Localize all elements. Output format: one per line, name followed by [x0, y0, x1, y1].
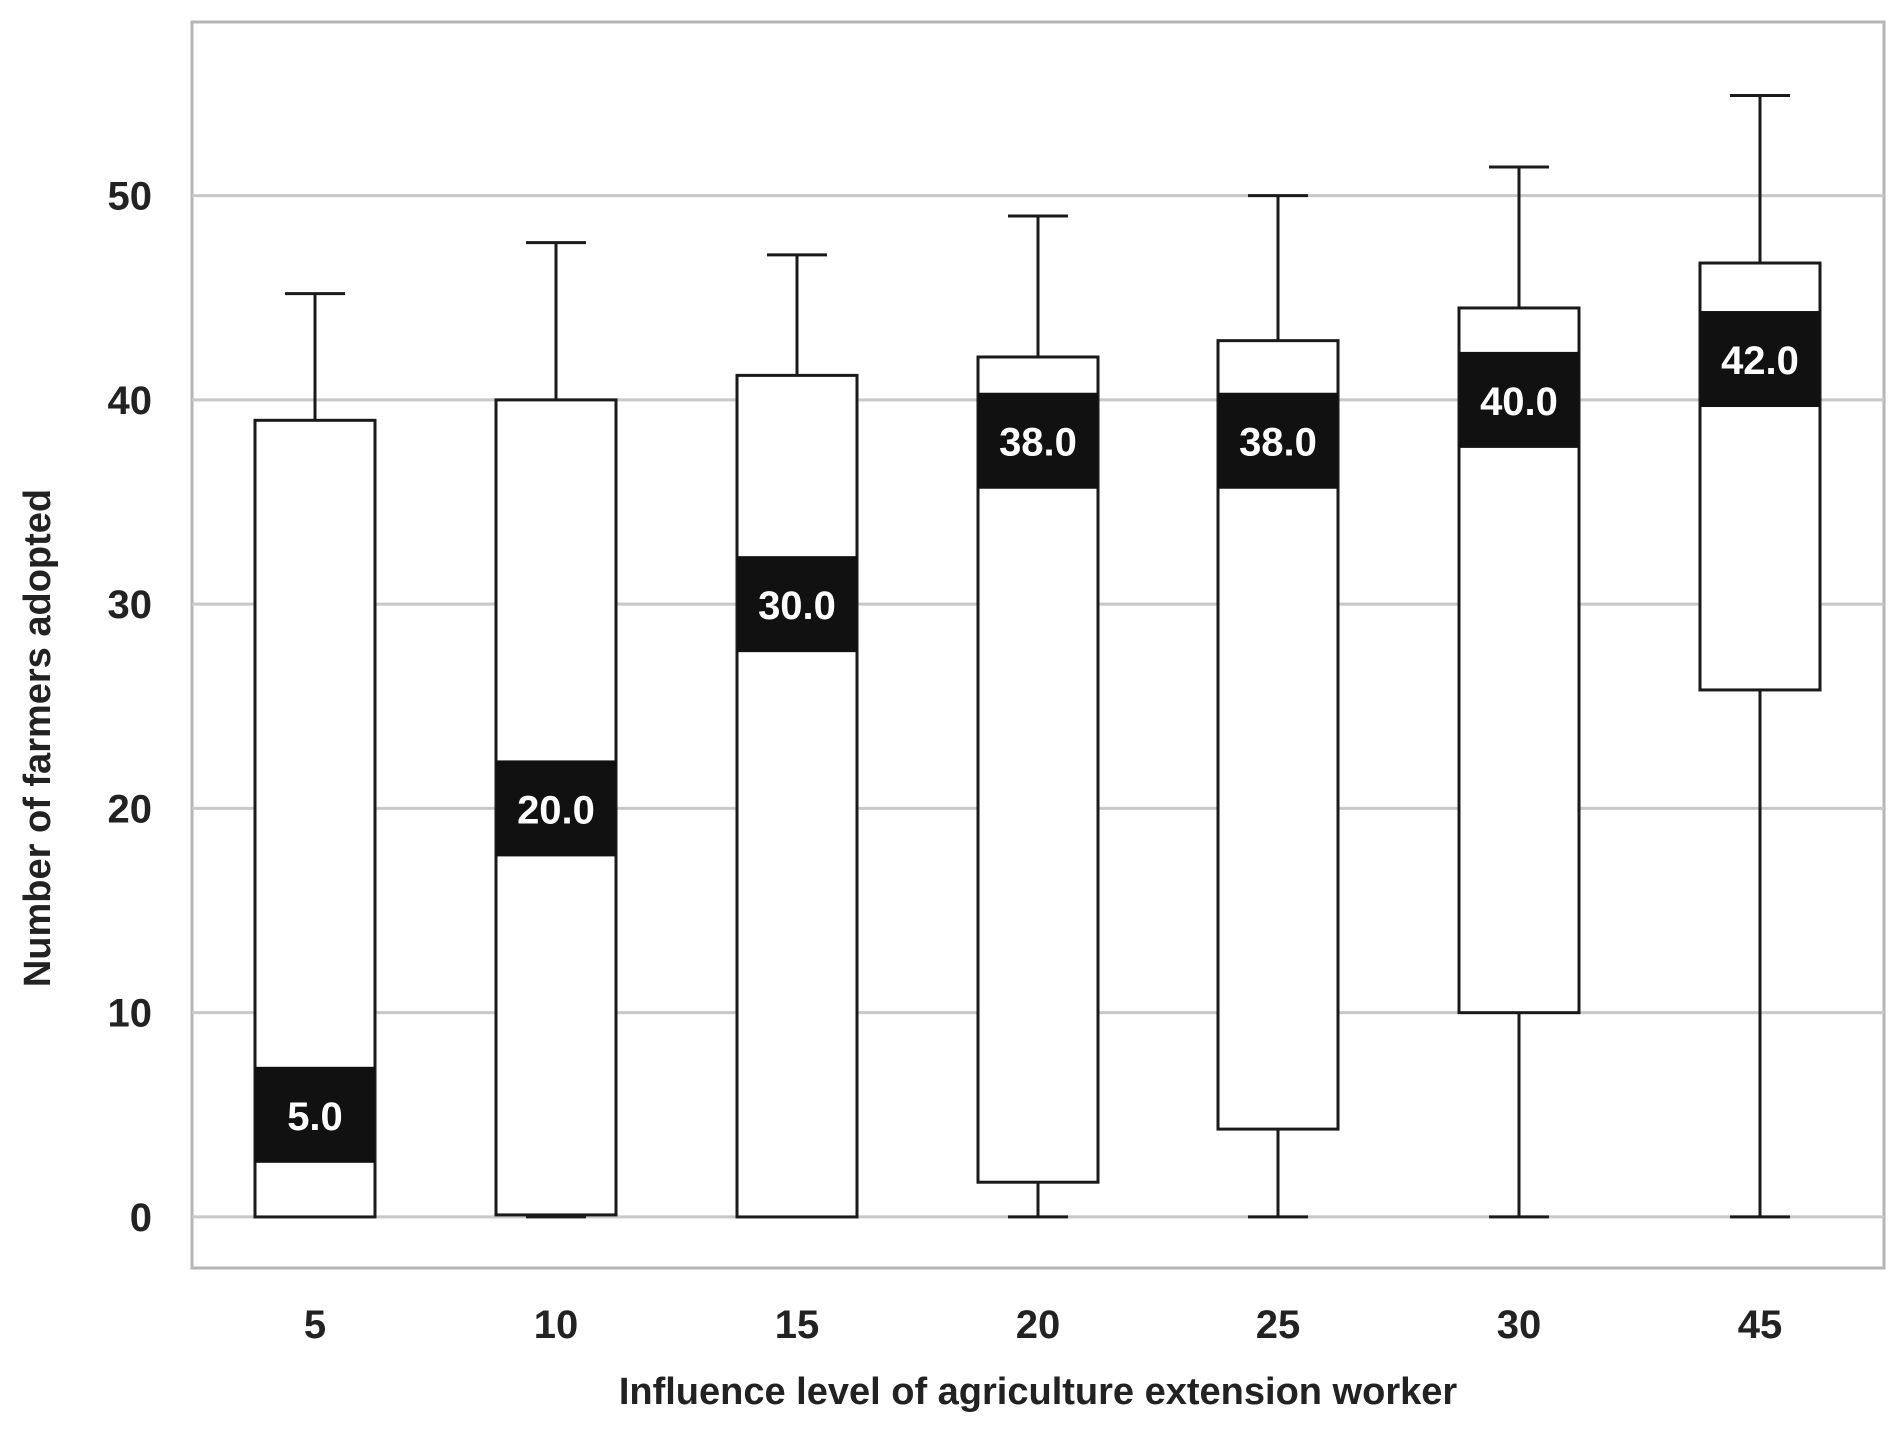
y-tick-label: 0 — [130, 1196, 152, 1240]
x-tick-label: 15 — [775, 1303, 820, 1347]
box-10: 20.0 — [494, 241, 618, 1219]
y-tick-label: 50 — [108, 175, 153, 219]
box-5: 5.0 — [253, 292, 377, 1219]
median-band — [1459, 351, 1579, 448]
x-tick-label: 25 — [1256, 1303, 1301, 1347]
y-tick-label: 20 — [108, 787, 153, 831]
box-20: 38.0 — [976, 214, 1100, 1219]
median-band — [496, 760, 616, 857]
boxes: 5.0 20.0 30.0 38.0 38.0 40.0 42.0 — [253, 94, 1822, 1219]
x-axis-label: Influence level of agriculture extension… — [619, 1371, 1458, 1413]
box-25: 38.0 — [1216, 194, 1340, 1219]
iqr-box — [976, 355, 1100, 1184]
median-band — [255, 1066, 375, 1163]
median-band — [1218, 392, 1338, 489]
y-axis-label: Number of farmers adopted — [17, 489, 59, 987]
median-label: 42.0 — [1721, 339, 1799, 383]
median-label: 30.0 — [758, 584, 836, 628]
y-tick-labels: 0 10 20 30 40 50 — [108, 175, 153, 1240]
x-tick-label: 10 — [534, 1303, 579, 1347]
median-label: 20.0 — [517, 788, 595, 832]
y-tick-label: 10 — [108, 992, 153, 1036]
median-label: 38.0 — [1239, 421, 1317, 465]
x-tick-label: 5 — [304, 1303, 326, 1347]
x-tick-label: 20 — [1016, 1303, 1061, 1347]
box-30: 40.0 — [1457, 165, 1581, 1219]
x-tick-label: 45 — [1738, 1303, 1783, 1347]
iqr-box — [735, 373, 859, 1219]
x-tick-label: 30 — [1497, 1303, 1542, 1347]
median-band — [1700, 311, 1820, 408]
median-label: 5.0 — [287, 1095, 343, 1139]
median-label: 38.0 — [999, 421, 1077, 465]
median-band — [737, 556, 857, 653]
y-tick-label: 30 — [108, 583, 153, 627]
median-band — [978, 392, 1098, 489]
box-45: 42.0 — [1698, 94, 1822, 1219]
x-tick-labels: 5 10 15 20 25 30 45 — [304, 1303, 1782, 1347]
box-15: 30.0 — [735, 253, 859, 1219]
y-tick-label: 40 — [108, 379, 153, 423]
median-label: 40.0 — [1480, 380, 1558, 424]
